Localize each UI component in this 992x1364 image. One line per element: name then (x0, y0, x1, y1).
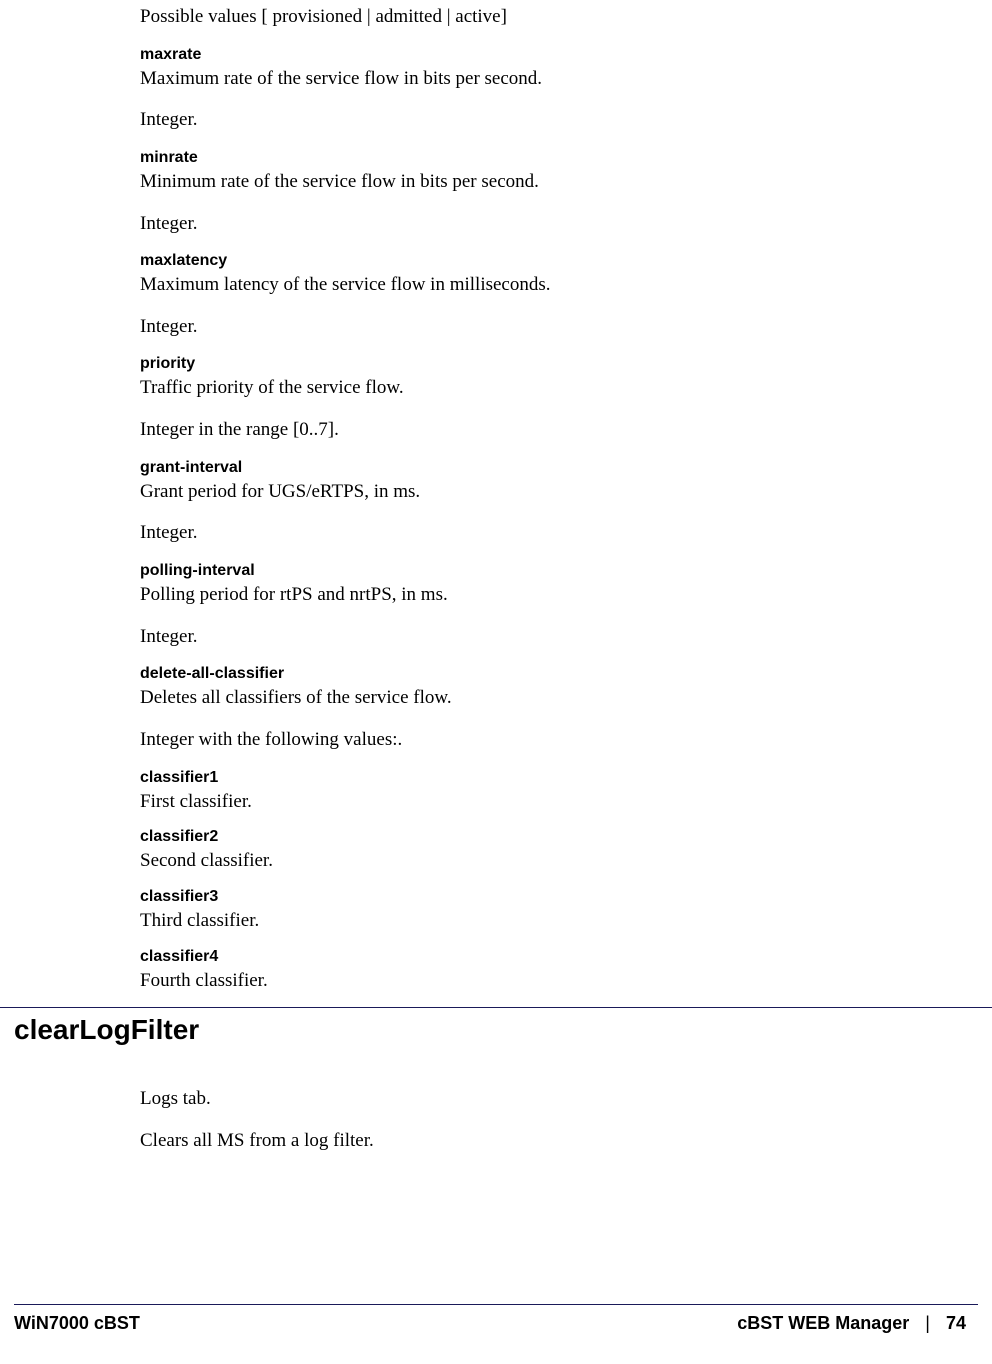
param-name: minrate (140, 149, 902, 167)
param-maxlatency: maxlatency Maximum latency of the servic… (140, 252, 902, 339)
param-priority: priority Traffic priority of the service… (140, 355, 902, 442)
param-type: Integer in the range [0..7]. (140, 417, 902, 443)
content-column: Possible values [ provisioned | admitted… (140, 0, 902, 993)
param-name: polling-interval (140, 562, 902, 580)
param-delete-all-classifier: delete-all-classifier Deletes all classi… (140, 665, 902, 752)
param-name: delete-all-classifier (140, 665, 902, 683)
param-desc: Minimum rate of the service flow in bits… (140, 169, 902, 195)
param-name: classifier4 (140, 948, 902, 966)
section-divider (0, 1007, 992, 1008)
param-name: maxrate (140, 46, 902, 64)
param-desc: Maximum latency of the service flow in m… (140, 272, 902, 298)
param-desc: First classifier. (140, 789, 902, 815)
param-minrate: minrate Minimum rate of the service flow… (140, 149, 902, 236)
footer-row: WiN7000 cBST cBST WEB Manager | 74 (0, 1313, 992, 1334)
possible-values-text: Possible values [ provisioned | admitted… (140, 4, 902, 30)
param-desc: Third classifier. (140, 908, 902, 934)
param-desc: Deletes all classifiers of the service f… (140, 685, 902, 711)
footer-divider (14, 1304, 978, 1305)
param-desc: Grant period for UGS/eRTPS, in ms. (140, 479, 902, 505)
section-body: Logs tab. Clears all MS from a log filte… (140, 1086, 902, 1153)
page-number: 74 (946, 1313, 966, 1334)
section-line2: Clears all MS from a log filter. (140, 1128, 902, 1154)
param-desc: Second classifier. (140, 848, 902, 874)
param-name: priority (140, 355, 902, 373)
param-desc: Maximum rate of the service flow in bits… (140, 66, 902, 92)
page-footer: WiN7000 cBST cBST WEB Manager | 74 (0, 1304, 992, 1334)
param-grant-interval: grant-interval Grant period for UGS/eRTP… (140, 459, 902, 546)
param-desc: Traffic priority of the service flow. (140, 375, 902, 401)
param-name: classifier3 (140, 888, 902, 906)
param-classifier4: classifier4 Fourth classifier. (140, 948, 902, 994)
param-type: Integer. (140, 211, 902, 237)
footer-separator: | (925, 1313, 930, 1334)
param-classifier3: classifier3 Third classifier. (140, 888, 902, 934)
param-type: Integer. (140, 314, 902, 340)
footer-right-label: cBST WEB Manager (737, 1313, 909, 1334)
param-type: Integer with the following values:. (140, 727, 902, 753)
section-line1: Logs tab. (140, 1086, 902, 1112)
param-type: Integer. (140, 107, 902, 133)
section-heading-clearlogfilter: clearLogFilter (14, 1014, 992, 1046)
param-name: maxlatency (140, 252, 902, 270)
param-name: classifier2 (140, 828, 902, 846)
footer-right: cBST WEB Manager | 74 (737, 1313, 966, 1334)
param-maxrate: maxrate Maximum rate of the service flow… (140, 46, 902, 133)
param-polling-interval: polling-interval Polling period for rtPS… (140, 562, 902, 649)
param-desc: Polling period for rtPS and nrtPS, in ms… (140, 582, 902, 608)
param-classifier1: classifier1 First classifier. (140, 769, 902, 815)
param-desc: Fourth classifier. (140, 968, 902, 994)
footer-left-label: WiN7000 cBST (14, 1313, 140, 1334)
param-type: Integer. (140, 520, 902, 546)
param-classifier2: classifier2 Second classifier. (140, 828, 902, 874)
param-name: grant-interval (140, 459, 902, 477)
page: Possible values [ provisioned | admitted… (0, 0, 992, 1364)
param-name: classifier1 (140, 769, 902, 787)
param-type: Integer. (140, 624, 902, 650)
